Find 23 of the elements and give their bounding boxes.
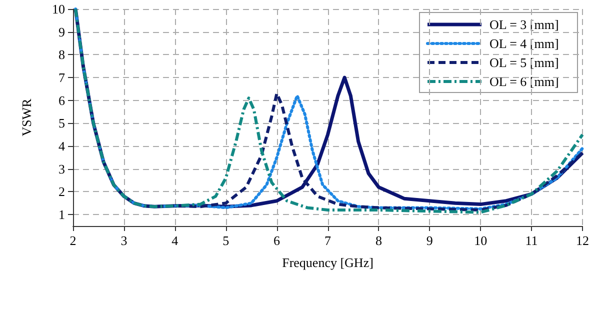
x-tick-label: 5	[222, 233, 230, 248]
x-tick-label: 12	[576, 233, 589, 248]
y-tick-label: 7	[58, 70, 66, 86]
y-tick-label: 4	[58, 138, 66, 154]
y-tick-label: 9	[58, 24, 65, 40]
x-tick-label: 2	[70, 233, 76, 248]
y-tick-label: 5	[58, 116, 65, 131]
y-tick-label: 6	[58, 92, 66, 108]
x-tick-label: 10	[474, 233, 488, 248]
x-tick-label: 11	[525, 233, 538, 248]
x-tick-label: 6	[274, 233, 281, 248]
y-tick-label: 3	[58, 161, 65, 176]
y-tick-label: 10	[52, 2, 65, 16]
x-tick-label: 8	[375, 233, 382, 248]
y-tick-label: 2	[58, 184, 65, 200]
x-tick-label: 7	[324, 233, 332, 248]
y-tick-label: 8	[58, 47, 65, 62]
y-axis-title: VSWR	[19, 98, 34, 136]
y-tick-label: 1	[58, 207, 65, 222]
x-axis-title: Frequency [GHz]	[282, 255, 374, 270]
x-tick-label: 3	[120, 233, 128, 248]
x-tick-label: 9	[426, 233, 433, 248]
x-tick-label: 4	[172, 233, 179, 248]
